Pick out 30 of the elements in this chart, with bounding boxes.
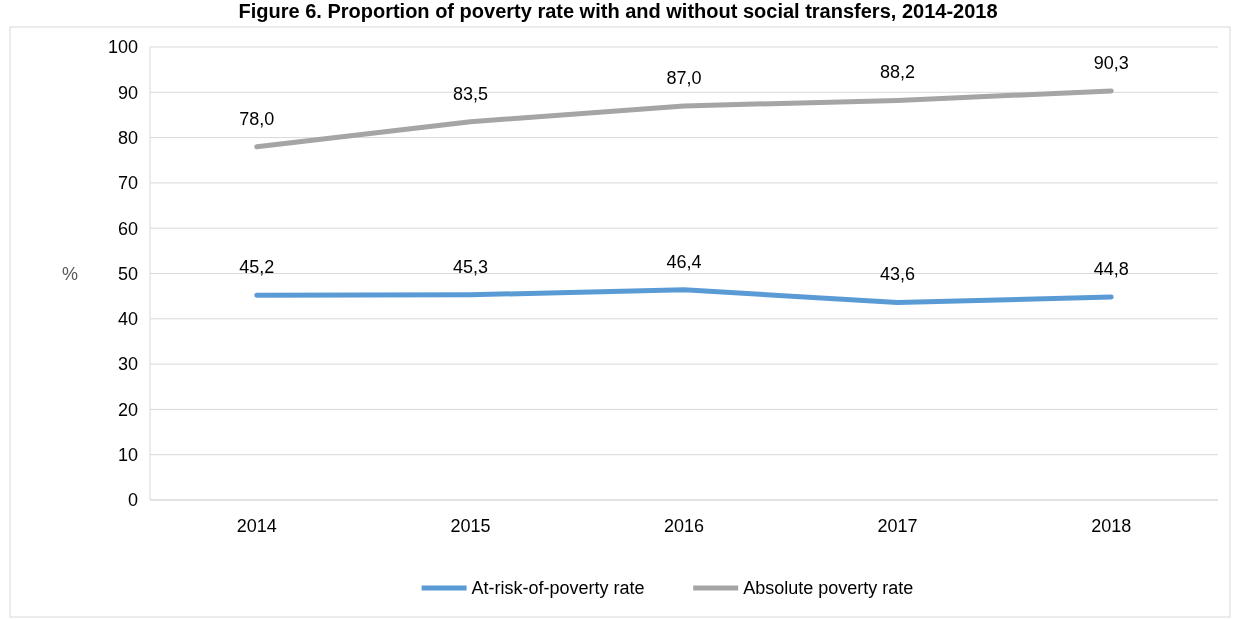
- y-tick-label: 50: [117, 263, 138, 284]
- text: 88,2: [880, 62, 916, 83]
- y-tick-label: 30: [117, 354, 138, 375]
- y-tick-label: 80: [117, 127, 138, 148]
- y-tick-label: 0: [127, 490, 138, 511]
- text: 45,3: [452, 256, 488, 277]
- y-tick-label: 60: [117, 218, 138, 239]
- text: 44,8: [1093, 259, 1129, 280]
- legend-label: At-risk-of-poverty rate: [471, 578, 645, 599]
- x-tick-label: 2016: [663, 516, 705, 536]
- y-tick-label: 20: [117, 399, 138, 420]
- text: 46,4: [666, 251, 702, 272]
- y-axis-title: %: [61, 263, 79, 284]
- x-tick-label: 2014: [236, 516, 277, 536]
- text: 43,6: [880, 264, 916, 285]
- x-tick-label: 2015: [450, 516, 491, 536]
- text: 90,3: [1093, 52, 1129, 73]
- text: 83,5: [452, 83, 488, 104]
- text: 78,0: [239, 108, 275, 129]
- y-tick-label: 100: [107, 37, 138, 58]
- chart-title: Figure 6. Proportion of poverty rate with and without social transfers, 2014-2018: [238, 0, 998, 22]
- text: 87,0: [666, 67, 702, 88]
- y-tick-label: 90: [117, 82, 138, 103]
- y-tick-label: 70: [117, 173, 138, 194]
- legend-label: Absolute poverty rate: [743, 578, 914, 599]
- y-tick-label: 10: [117, 445, 138, 465]
- x-tick-label: 2017: [877, 516, 918, 536]
- y-tick-label: 40: [117, 309, 138, 330]
- x-tick-label: 2018: [1091, 516, 1132, 536]
- text: 45,2: [239, 257, 275, 278]
